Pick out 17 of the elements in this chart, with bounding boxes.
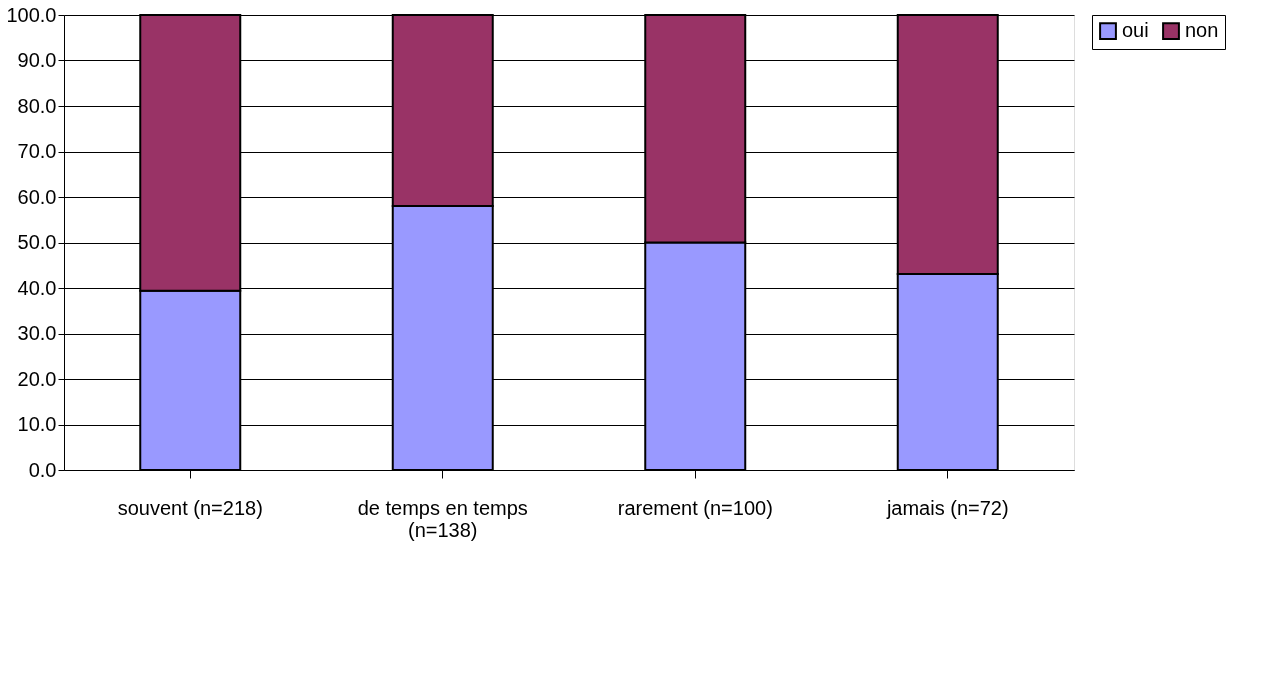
y-tick-label: 100.0: [6, 3, 57, 26]
x-tick-label: de temps en temps (n=138): [357, 496, 528, 541]
y-tick-label: 0.0: [28, 458, 57, 481]
x-tick-label: rarement (n=100): [617, 496, 773, 519]
y-tick-label: 50.0: [17, 231, 57, 253]
y-tick-label: 20.0: [17, 367, 57, 390]
y-tick-label: 90.0: [17, 49, 57, 71]
y-tick-label: 40.0: [17, 276, 57, 299]
y-tick-label: 60.0: [17, 185, 57, 208]
y-tick-label: 30.0: [17, 322, 57, 344]
x-tick-label: jamais (n=72): [885, 496, 1009, 519]
y-tick-label: 80.0: [17, 94, 57, 117]
y-tick-label: 70.0: [17, 140, 57, 162]
x-tick-label: souvent (n=218): [117, 496, 263, 519]
legend-label: non: [1185, 19, 1219, 42]
y-tick-label: 10.0: [17, 413, 57, 435]
legend-label: oui: [1122, 19, 1149, 42]
